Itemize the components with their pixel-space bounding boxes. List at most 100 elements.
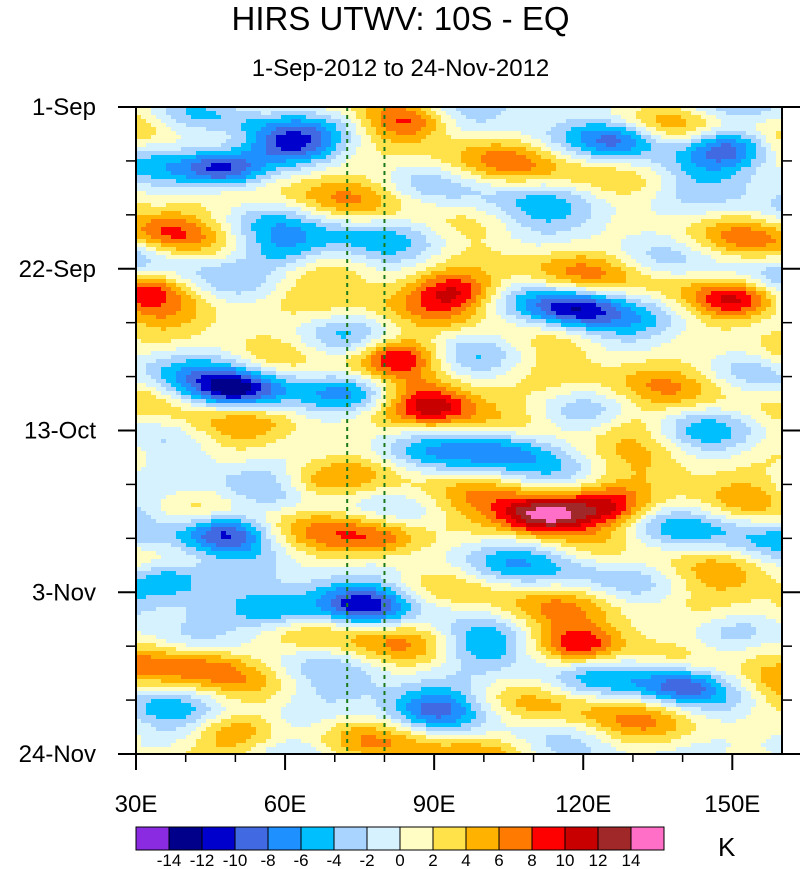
contour-cell bbox=[716, 127, 722, 132]
contour-cell bbox=[771, 147, 777, 152]
contour-cell bbox=[516, 115, 522, 120]
contour-cell bbox=[426, 151, 432, 156]
contour-cell bbox=[361, 159, 367, 164]
contour-cell bbox=[391, 123, 397, 128]
contour-cell bbox=[481, 127, 487, 132]
contour-cell bbox=[656, 135, 662, 140]
contour-cell bbox=[461, 119, 467, 124]
contour-cell bbox=[411, 127, 417, 132]
contour-cell bbox=[206, 155, 212, 160]
contour-cell bbox=[716, 155, 722, 160]
contour-cell bbox=[281, 147, 287, 152]
contour-cell bbox=[476, 119, 482, 124]
contour-cell bbox=[671, 115, 677, 120]
contour-cell bbox=[251, 131, 257, 136]
contour-cell bbox=[306, 127, 312, 132]
contour-cell bbox=[336, 119, 342, 124]
contour-cell bbox=[306, 159, 312, 164]
contour-cell bbox=[156, 163, 162, 168]
contour-cell bbox=[171, 151, 177, 156]
contour-cell bbox=[266, 147, 272, 152]
contour-cell bbox=[506, 163, 512, 168]
contour-cell bbox=[581, 115, 587, 120]
contour-cell bbox=[321, 111, 327, 116]
contour-cell bbox=[376, 111, 382, 116]
contour-cell bbox=[396, 163, 402, 168]
contour-cell bbox=[401, 151, 407, 156]
contour-cell bbox=[606, 119, 612, 124]
contour-cell bbox=[336, 159, 342, 164]
contour-cell bbox=[696, 143, 702, 148]
contour-cell bbox=[491, 167, 497, 172]
contour-cell bbox=[346, 135, 352, 140]
contour-cell bbox=[686, 159, 692, 164]
contour-cell bbox=[646, 147, 652, 152]
contour-cell bbox=[756, 151, 762, 156]
contour-cell bbox=[301, 143, 307, 148]
contour-cell bbox=[481, 159, 487, 164]
contour-cell bbox=[601, 127, 607, 132]
contour-cell bbox=[681, 135, 687, 140]
contour-cell bbox=[766, 127, 772, 132]
contour-cell bbox=[246, 151, 252, 156]
contour-cell bbox=[731, 119, 737, 124]
contour-cell bbox=[711, 139, 717, 144]
contour-cell bbox=[581, 147, 587, 152]
contour-cell bbox=[516, 139, 522, 144]
contour-cell bbox=[261, 155, 267, 160]
contour-cell bbox=[721, 119, 727, 124]
contour-cell bbox=[766, 119, 772, 124]
contour-cell bbox=[661, 151, 667, 156]
contour-cell bbox=[276, 123, 282, 128]
contour-cell bbox=[696, 139, 702, 144]
contour-cell bbox=[596, 163, 602, 168]
contour-cell bbox=[576, 131, 582, 136]
contour-cell bbox=[681, 123, 687, 128]
contour-cell bbox=[716, 123, 722, 128]
contour-cell bbox=[221, 159, 227, 164]
contour-cell bbox=[301, 131, 307, 136]
contour-cell bbox=[671, 127, 677, 132]
contour-cell bbox=[436, 147, 442, 152]
contour-cell bbox=[216, 111, 222, 116]
contour-cell bbox=[441, 135, 447, 140]
contour-cell bbox=[456, 159, 462, 164]
contour-cell bbox=[766, 131, 772, 136]
contour-cell bbox=[776, 119, 782, 124]
contour-cell bbox=[771, 115, 777, 120]
contour-cell bbox=[291, 119, 297, 124]
contour-cell bbox=[321, 139, 327, 144]
contour-cell bbox=[481, 131, 487, 136]
contour-cell bbox=[241, 155, 247, 160]
contour-cell bbox=[556, 131, 562, 136]
contour-cell bbox=[216, 123, 222, 128]
contour-cell bbox=[721, 151, 727, 156]
contour-cell bbox=[336, 155, 342, 160]
contour-cell bbox=[631, 123, 637, 128]
contour-cell bbox=[631, 115, 637, 120]
contour-cell bbox=[531, 155, 537, 160]
contour-cell bbox=[601, 115, 607, 120]
contour-cell bbox=[351, 143, 357, 148]
contour-cell bbox=[541, 155, 547, 160]
contour-cell bbox=[236, 131, 242, 136]
contour-cell bbox=[176, 115, 182, 120]
contour-cell bbox=[511, 119, 517, 124]
contour-cell bbox=[536, 115, 542, 120]
contour-cell bbox=[701, 115, 707, 120]
contour-cell bbox=[201, 163, 207, 168]
contour-cell bbox=[376, 155, 382, 160]
contour-cell bbox=[416, 139, 422, 144]
contour-cell bbox=[426, 155, 432, 160]
contour-cell bbox=[461, 135, 467, 140]
contour-cell bbox=[466, 159, 472, 164]
contour-cell bbox=[466, 123, 472, 128]
contour-cell bbox=[331, 111, 337, 116]
contour-cell bbox=[296, 151, 302, 156]
contour-cell bbox=[721, 147, 727, 152]
contour-cell bbox=[431, 163, 437, 168]
contour-cell bbox=[731, 111, 737, 116]
contour-cell bbox=[476, 115, 482, 120]
contour-cell bbox=[196, 123, 202, 128]
contour-cell bbox=[706, 159, 712, 164]
